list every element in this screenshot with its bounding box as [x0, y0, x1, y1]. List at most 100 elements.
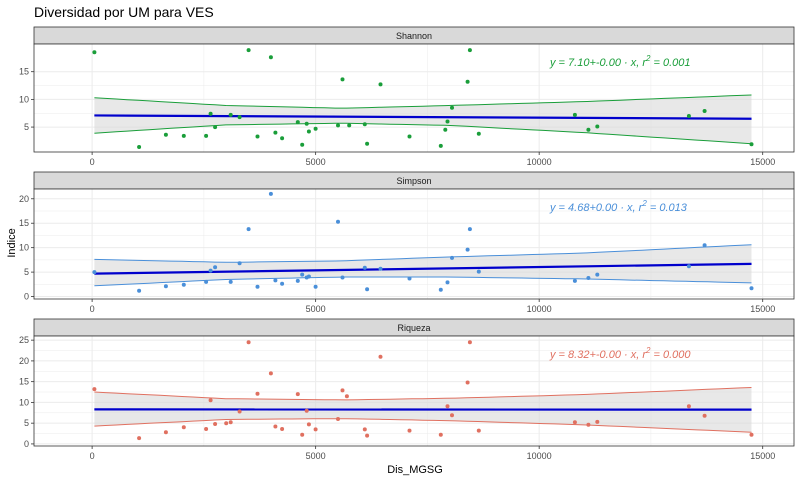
facet-strip-label: Riqueza — [397, 323, 430, 333]
data-point — [306, 274, 311, 279]
data-point — [300, 272, 305, 277]
confidence-band-upper — [94, 244, 752, 263]
equation-r2-value: = 0.000 — [650, 349, 691, 361]
data-point — [572, 420, 577, 425]
data-point — [362, 122, 367, 127]
x-axis-title: Dis_MGSG — [387, 464, 443, 476]
equation-main: y = 8.32+-0.00 · x, r — [549, 349, 647, 361]
data-point — [268, 55, 273, 60]
data-point — [280, 281, 285, 286]
confidence-band-lower — [94, 122, 752, 145]
data-point — [228, 420, 233, 425]
confidence-band — [94, 244, 752, 286]
data-point — [306, 129, 311, 134]
data-point — [407, 134, 412, 139]
data-point — [438, 287, 443, 292]
data-point — [92, 50, 97, 55]
data-point — [246, 227, 251, 232]
data-point — [268, 191, 273, 196]
panel-border — [33, 188, 795, 300]
data-point — [347, 123, 352, 128]
regression-line — [94, 114, 752, 120]
data-point — [476, 131, 481, 136]
data-point — [237, 409, 242, 414]
data-point — [365, 141, 370, 146]
data-point — [300, 432, 305, 437]
x-tick-label: 10000 — [527, 157, 552, 167]
equation-main: y = 4.68+0.00 · x, r — [549, 202, 644, 214]
y-tick-label: 15 — [19, 218, 29, 228]
data-point — [224, 421, 229, 426]
data-point — [313, 427, 318, 432]
data-point — [340, 77, 345, 82]
data-point — [450, 255, 454, 260]
y-tick-label: 10 — [19, 94, 29, 104]
data-point — [255, 134, 260, 139]
data-point — [92, 270, 97, 275]
data-point — [686, 404, 691, 409]
data-point — [295, 278, 300, 283]
data-point — [137, 145, 142, 149]
y-tick-label: 0 — [24, 439, 29, 449]
data-point — [163, 430, 168, 435]
data-point — [300, 142, 305, 147]
data-point — [465, 247, 470, 252]
equation-superscript: 2 — [645, 346, 651, 355]
y-axis-title: Indice — [6, 228, 18, 257]
confidence-band-lower — [94, 418, 752, 433]
data-point — [246, 48, 251, 53]
equation-main: y = 7.10+-0.00 · x, r — [549, 57, 647, 69]
data-point — [362, 427, 367, 432]
y-tick-label: 5 — [24, 267, 29, 277]
data-point — [237, 261, 242, 266]
data-point — [181, 282, 186, 287]
equation-superscript: 2 — [645, 54, 651, 63]
data-point — [702, 413, 707, 418]
panel-border — [33, 335, 795, 447]
data-point — [572, 112, 577, 117]
data-point — [702, 243, 707, 248]
confidence-band-upper — [94, 387, 752, 401]
data-point — [686, 264, 691, 269]
data-point — [340, 388, 345, 393]
data-point — [208, 398, 213, 403]
data-point — [749, 142, 754, 147]
y-tick-label: 10 — [19, 243, 29, 253]
panel-riqueza: Riqueza y = 8.32+-0.00 · x, r2 = 0.000 0 5 1… — [19, 318, 795, 461]
data-point — [344, 394, 349, 399]
data-point — [476, 428, 481, 433]
data-point — [208, 111, 213, 116]
x-tick-label: 10000 — [527, 304, 552, 314]
data-point — [336, 417, 340, 421]
x-tick-label: 0 — [90, 157, 95, 167]
x-tick-label: 5000 — [306, 304, 326, 314]
data-point — [228, 112, 233, 117]
x-tick-label: 15000 — [750, 451, 775, 461]
equation-r2-value: = 0.001 — [650, 57, 690, 69]
data-point — [686, 114, 691, 118]
data-point — [450, 413, 454, 418]
data-point — [467, 48, 472, 53]
data-point — [213, 265, 218, 270]
confidence-band — [94, 95, 752, 144]
data-point — [467, 340, 472, 345]
panel-shannon: Shannon y = 7.10+-0.00 · x, r2 = 0.001 5 10… — [19, 26, 795, 167]
regression-equation: y = 4.68+0.00 · x, r2 = 0.013 — [549, 199, 688, 214]
data-point — [313, 126, 318, 131]
data-point — [204, 279, 209, 284]
data-point — [438, 432, 443, 437]
regression-equation: y = 8.32+-0.00 · x, r2 = 0.000 — [549, 346, 691, 361]
data-point — [586, 422, 591, 427]
data-point — [336, 219, 340, 224]
data-point — [438, 143, 443, 148]
data-point — [362, 265, 367, 270]
data-point — [407, 428, 412, 433]
data-point — [228, 279, 233, 284]
data-point — [445, 404, 450, 409]
data-point — [181, 425, 186, 430]
data-point — [465, 380, 470, 385]
confidence-band-lower — [94, 276, 752, 287]
y-tick-label: 0 — [24, 292, 29, 302]
data-point — [304, 121, 309, 126]
